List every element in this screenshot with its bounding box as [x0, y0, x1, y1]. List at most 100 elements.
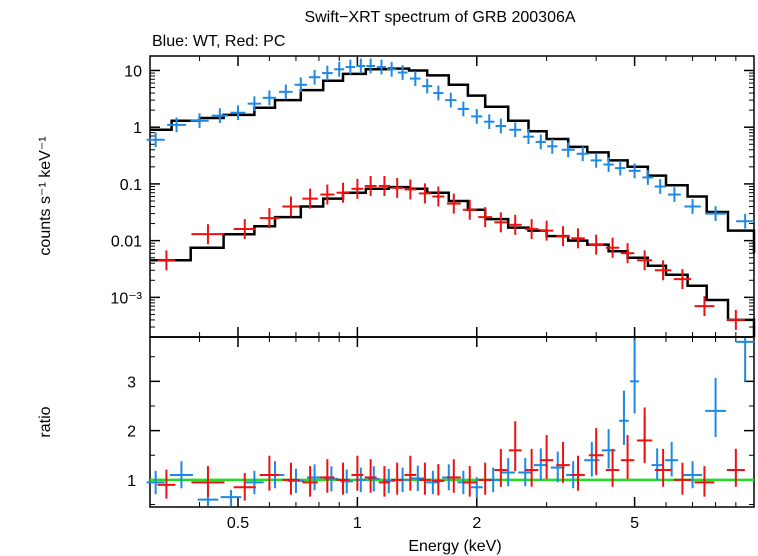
- wt-ratio-point: [245, 470, 264, 495]
- pc-ratio-point: [446, 459, 461, 493]
- wt-data-point: [522, 129, 535, 145]
- pc-ratio-point: [654, 448, 672, 487]
- pc-ratio-point: [726, 448, 745, 487]
- pc-data-point: [694, 296, 715, 317]
- wt-data-point: [334, 61, 345, 77]
- pc-data-point: [391, 177, 403, 198]
- y-tick-label: 1: [127, 473, 136, 490]
- wt-ratio-point: [410, 465, 425, 492]
- wt-data-point: [445, 92, 457, 108]
- wt-data-point: [603, 157, 614, 172]
- ratio-panel: 0.5 1 2 5 1 2 3: [127, 336, 755, 532]
- wt-data-point: [433, 85, 444, 101]
- pc-data-point: [571, 228, 585, 249]
- y-axis-label-ratio: ratio: [37, 406, 54, 437]
- wt-data-point: [322, 65, 333, 81]
- pc-ratio-point: [364, 459, 377, 493]
- wt-data-point: [211, 108, 229, 124]
- pc-ratio-point: [588, 428, 604, 475]
- pc-data-point: [636, 250, 653, 271]
- pc-ratio-point: [508, 421, 522, 472]
- pc-data-point: [404, 179, 417, 200]
- pc-data-point: [539, 220, 554, 241]
- x-axis-label: Energy (keV): [408, 538, 501, 555]
- wt-model-curve: [150, 67, 756, 254]
- y-tick-label: 2: [127, 424, 136, 441]
- pc-data-point: [233, 219, 256, 240]
- pc-data-point: [462, 199, 477, 220]
- wt-data-point: [705, 206, 726, 221]
- wt-ratio-point: [518, 457, 533, 487]
- wt-ratio-point: [146, 470, 165, 495]
- wt-data-point: [736, 213, 755, 229]
- x-tick-label: 5: [630, 515, 639, 532]
- pc-data-point: [351, 178, 364, 199]
- wt-data-point: [247, 96, 262, 112]
- pc-ratio-point: [524, 448, 539, 487]
- pc-data-point: [259, 208, 280, 229]
- wt-data-point: [230, 105, 246, 121]
- pc-data-point: [191, 224, 225, 245]
- spectrum-frame: [149, 55, 755, 338]
- pc-data-point: [432, 186, 445, 207]
- pc-ratio-point: [418, 462, 431, 495]
- wt-ratio-point: [220, 490, 242, 506]
- pc-ratio-point: [636, 407, 653, 464]
- pc-ratio-point: [378, 466, 391, 497]
- wt-ratio-point: [665, 441, 679, 477]
- wt-data-point: [590, 152, 602, 168]
- pc-ratio-point: [302, 466, 318, 497]
- wt-data-point: [387, 61, 397, 77]
- wt-ratio-point: [736, 338, 755, 382]
- wt-data-point: [576, 146, 589, 162]
- wt-data-point: [366, 58, 376, 74]
- wt-data-point: [457, 101, 469, 117]
- wt-data-point: [294, 77, 308, 93]
- wt-ratio-point: [683, 461, 702, 489]
- pc-ratio-point: [336, 462, 350, 495]
- wt-ratio-point: [533, 448, 548, 481]
- wt-ratio-point: [651, 448, 663, 481]
- pc-data-point: [336, 182, 350, 203]
- pc-ratio-point: [556, 441, 570, 483]
- pc-data-point: [478, 207, 493, 228]
- wt-data-point: [409, 71, 421, 86]
- pc-data-point: [556, 226, 570, 247]
- pc-ratio-point: [282, 462, 300, 495]
- pc-ratio-point: [320, 459, 335, 493]
- wt-ratio-point: [501, 457, 515, 487]
- y-tick-label: 1: [133, 120, 142, 137]
- wt-data-point: [509, 122, 522, 138]
- pc-data-point: [605, 237, 620, 258]
- pc-data-point: [320, 184, 335, 205]
- pc-ratio-point: [494, 448, 508, 487]
- pc-ratio-point: [404, 455, 417, 491]
- pc-data-point: [494, 212, 508, 233]
- wt-data-point: [547, 138, 558, 154]
- pc-data-point: [654, 260, 672, 281]
- wt-data-point: [471, 109, 483, 124]
- wt-data-point: [422, 78, 433, 94]
- wt-data-point: [561, 142, 575, 158]
- wt-data-point: [642, 170, 654, 185]
- x-tick-label: 1: [353, 515, 362, 532]
- pc-data-point: [508, 214, 522, 235]
- pc-data-point: [302, 188, 318, 209]
- pc-data-point: [446, 193, 461, 214]
- chart-title: Swift−XRT spectrum of GRB 200306A: [304, 9, 575, 26]
- pc-data-point: [588, 234, 604, 255]
- pc-data-point: [620, 243, 635, 264]
- pc-ratio-point: [539, 435, 554, 479]
- wt-data-point: [262, 90, 277, 106]
- wt-data-point: [484, 114, 495, 130]
- pc-ratio-point: [351, 455, 364, 491]
- pc-data-point: [157, 250, 176, 271]
- pc-data-point: [378, 175, 391, 196]
- pc-ratio-point: [233, 473, 256, 501]
- wt-ratio-point: [470, 477, 483, 499]
- chart-subtitle: Blue: WT, Red: PC: [152, 33, 285, 50]
- pc-ratio-point: [605, 448, 620, 487]
- pc-ratio-point: [478, 462, 493, 495]
- y-tick-label: 10⁻³: [110, 290, 142, 307]
- wt-data-point: [356, 58, 366, 74]
